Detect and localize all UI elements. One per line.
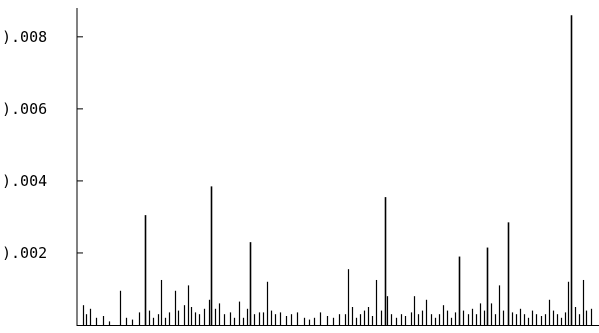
spikes bbox=[82, 15, 593, 325]
y-tick-label: ).008 bbox=[2, 28, 47, 46]
y-tick-label: ).006 bbox=[2, 100, 47, 118]
y-ticks: ).002 ).004 ).006 ).008 bbox=[2, 28, 83, 262]
y-tick-label: ).002 bbox=[2, 244, 47, 262]
y-tick-label: ).004 bbox=[2, 172, 47, 190]
